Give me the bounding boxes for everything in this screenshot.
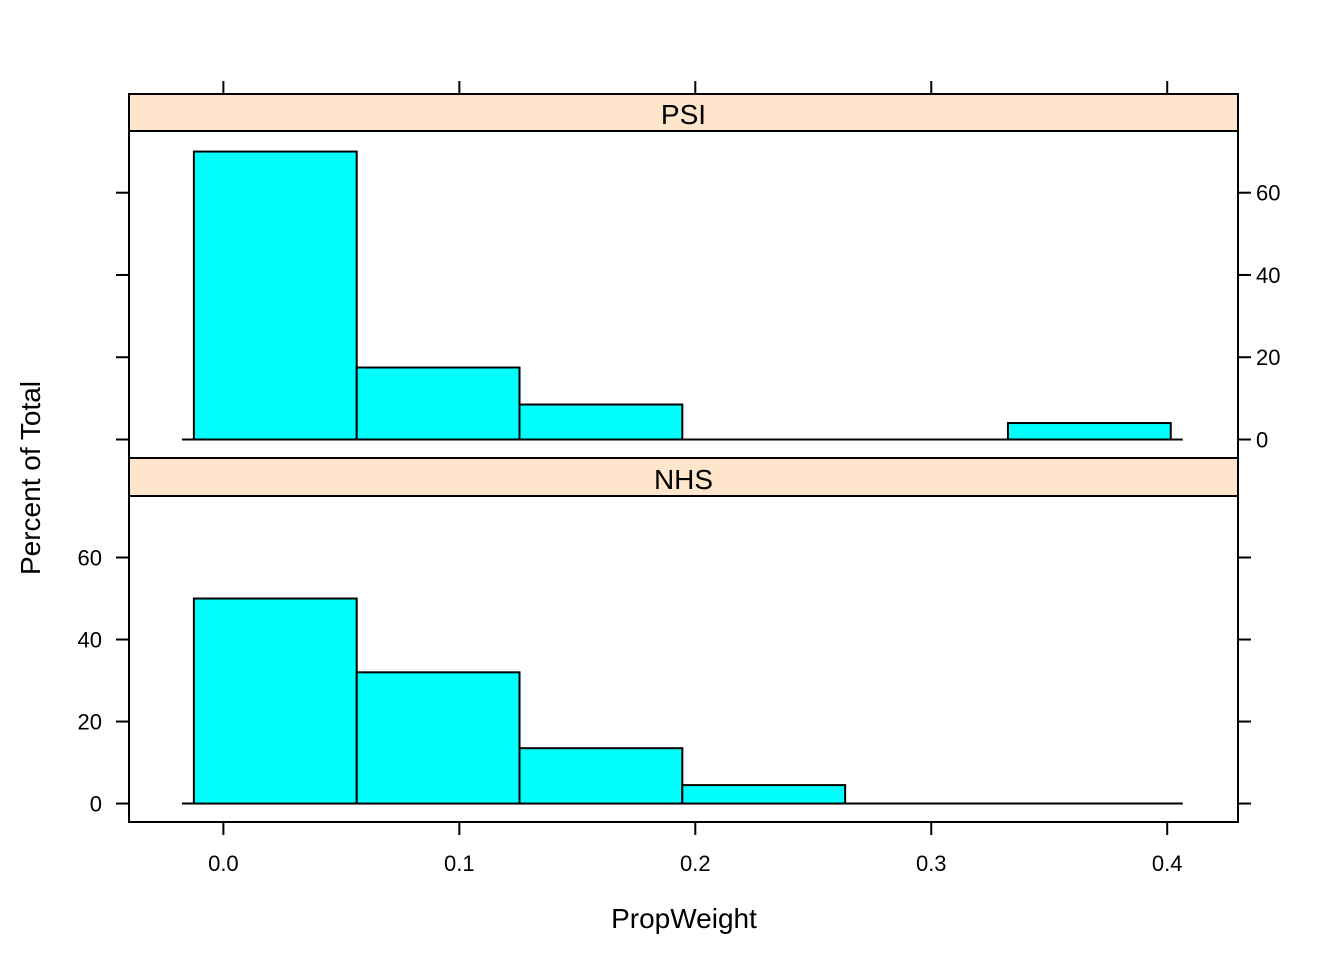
y-tick-label-nhs-2: 40	[78, 628, 102, 653]
panel-psi: PSI	[128, 93, 1239, 459]
x-tick-label-4: 0.4	[1152, 851, 1183, 876]
bar-nhs-2	[518, 747, 684, 805]
y-axis-label: Percent of Total	[15, 381, 46, 575]
y-tick-label-psi-0: 0	[1256, 427, 1268, 452]
strip-psi	[128, 93, 1239, 132]
y-tick-label-psi-1: 20	[1256, 345, 1280, 370]
strip-nhs	[128, 457, 1239, 497]
bar-nhs-0	[192, 597, 358, 805]
bar-psi-5	[1006, 422, 1172, 441]
bar-psi-1	[355, 366, 521, 441]
y-tick-label-nhs-1: 20	[78, 710, 102, 735]
bar-psi-0	[192, 150, 358, 441]
x-axis-label: PropWeight	[611, 903, 757, 934]
x-tick-label-2: 0.2	[680, 851, 711, 876]
strip-label-psi: PSI	[661, 99, 706, 130]
y-tick-label-nhs-0: 0	[90, 792, 102, 817]
strip-label-nhs: NHS	[654, 464, 713, 495]
x-tick-label-3: 0.3	[916, 851, 947, 876]
bar-psi-2	[518, 403, 684, 441]
bar-nhs-1	[355, 671, 521, 805]
panels-layer: PSI NHS	[128, 93, 1239, 823]
x-tick-label-1: 0.1	[444, 851, 475, 876]
y-tick-label-psi-3: 60	[1256, 181, 1280, 206]
bar-nhs-3	[681, 784, 847, 805]
y-tick-label-psi-2: 40	[1256, 263, 1280, 288]
panel-nhs: NHS	[128, 457, 1239, 823]
axes-layer: 0 20 40 60 0 20 40 60 0.0 0.1 0.2 0.3 0.4	[78, 81, 1280, 876]
x-tick-label-0: 0.0	[208, 851, 239, 876]
panel-frame-nhs	[128, 495, 1239, 823]
y-tick-label-nhs-3: 60	[78, 546, 102, 571]
